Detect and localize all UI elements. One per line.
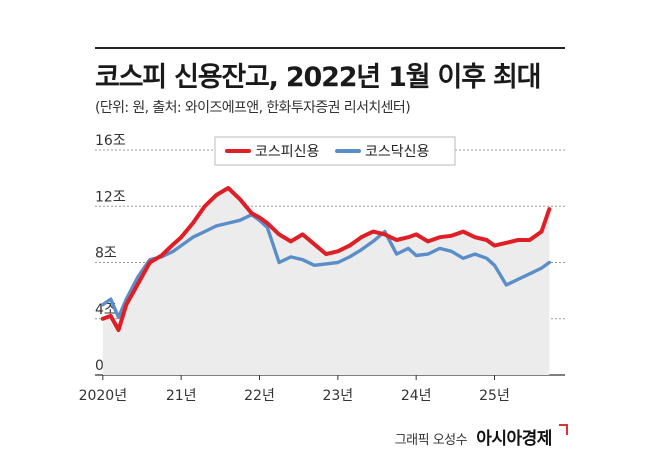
series-lines (100, 186, 552, 375)
y-tick-label: 4조 (95, 302, 117, 318)
x-tick-label: 2020년 (79, 388, 128, 404)
brand-logo: 아시아경제 (476, 429, 552, 449)
y-tick-label: 0 (95, 358, 104, 374)
legend-box (214, 136, 456, 166)
x-tick-label: 25년 (479, 388, 510, 404)
brand-mark-icon (559, 424, 568, 435)
x-tick-label: 22년 (244, 388, 275, 404)
chart-subtitle: (단위: 원, 출처: 와이즈에프앤, 한화투자증권 리서치센터) (95, 100, 411, 116)
y-tick-label: 12조 (95, 189, 126, 205)
legend-label-kospi: 코스피신용 (255, 144, 320, 160)
x-tick-label: 23년 (322, 388, 353, 404)
title-rule (95, 47, 565, 49)
area-fill (102, 188, 550, 375)
credit-line: 그래픽 오성수 아시아경제 (395, 424, 568, 449)
chart-title: 코스피 신용잔고, 2022년 1월 이후 최대 (95, 62, 542, 93)
x-tick-label: 24년 (401, 388, 432, 404)
legend: 코스피신용 코스닥신용 (214, 136, 456, 166)
x-axis-labels: 2020년 21년 22년 23년 24년 25년 (79, 388, 510, 404)
y-tick-label: 8조 (95, 246, 117, 262)
graphic-credit: 그래픽 오성수 (394, 433, 468, 448)
series-line-kosdaq (101, 213, 551, 319)
series-line-kospi (100, 186, 552, 332)
axes (95, 374, 565, 380)
legend-label-kosdaq: 코스닥신용 (365, 144, 430, 160)
y-tick-label: 16조 (95, 133, 126, 149)
y-axis-labels: 16조 12조 8조 4조 0 (95, 133, 126, 374)
x-tick-label: 21년 (166, 388, 197, 404)
